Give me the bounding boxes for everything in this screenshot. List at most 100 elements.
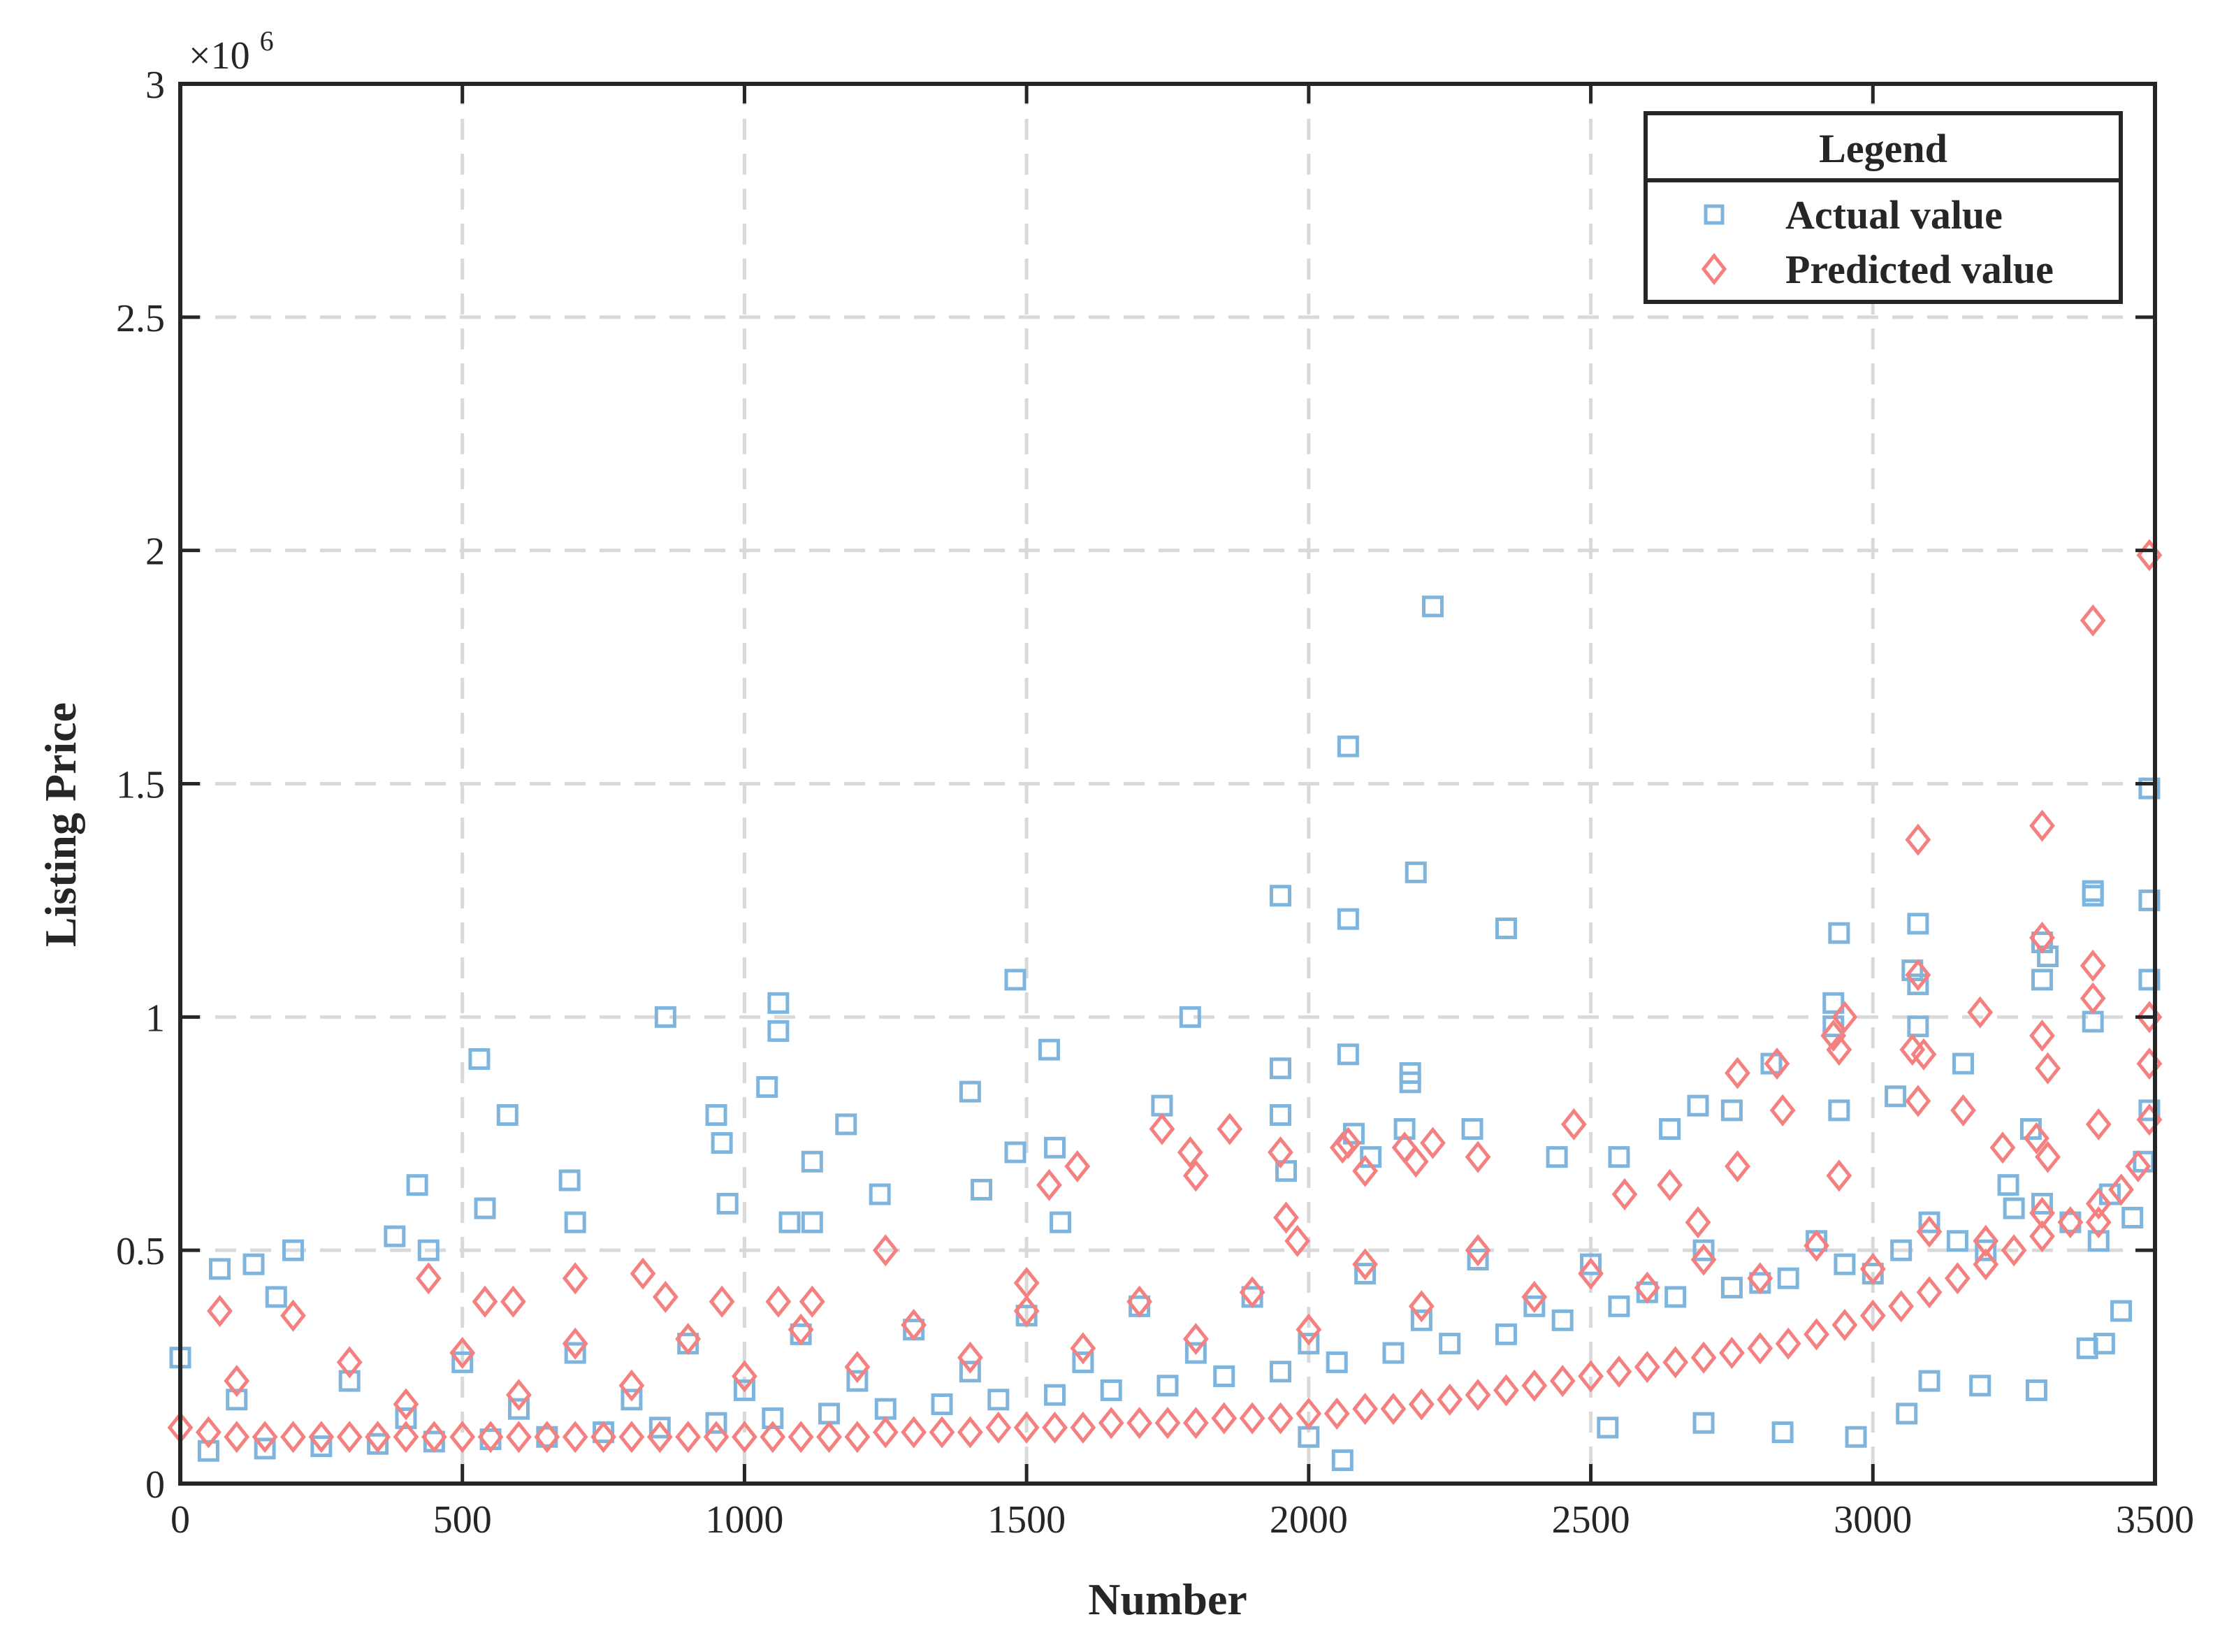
y-tick-label: 1 (145, 997, 165, 1040)
actual-value-point (1720, 1277, 1743, 1299)
actual-value-point (1410, 1309, 1432, 1331)
predicted-value-point (1989, 1131, 2016, 1164)
predicted-value-point (449, 1421, 476, 1454)
actual-value-point (1337, 908, 1359, 930)
predicted-value-point (500, 1285, 526, 1318)
predicted-value-point (1549, 1365, 1576, 1398)
actual-value-point (310, 1435, 333, 1458)
actual-value-point (564, 1342, 586, 1364)
predicted-value-point (1719, 1337, 1745, 1370)
predicted-value-point (872, 1416, 899, 1449)
actual-value-point (1439, 1333, 1461, 1355)
predicted-value-point (562, 1327, 588, 1360)
predicted-value-point (415, 1262, 442, 1295)
predicted-value-point (1070, 1411, 1096, 1444)
actual-value-point (1659, 1118, 1681, 1140)
legend-actual-label: Actual value (1785, 192, 2003, 238)
actual-value-point (931, 1393, 953, 1415)
actual-value-point (762, 1407, 784, 1430)
actual-value-point (1608, 1146, 1630, 1168)
predicted-value-point (1725, 1057, 1750, 1089)
predicted-value-point (901, 1308, 927, 1341)
x-tick-label: 0 (170, 1498, 190, 1542)
actual-value-point (338, 1370, 361, 1392)
predicted-value-point (646, 1421, 673, 1454)
predicted-value-point (1273, 1201, 1299, 1234)
actual-value-point (1907, 973, 1929, 996)
predicted-value-point (2029, 809, 2055, 842)
actual-value-point (2037, 945, 2059, 968)
actual-value-point (2031, 1192, 2054, 1215)
actual-value-point (1580, 1253, 1602, 1275)
actual-value-point (1828, 922, 1850, 944)
predicted-value-point (1217, 1113, 1243, 1145)
predicted-value-point (1905, 1085, 1931, 1117)
predicted-value-point (1973, 1248, 1999, 1281)
predicted-value-point (929, 1416, 955, 1449)
predicted-value-point (1634, 1351, 1660, 1384)
actual-value-point (496, 1104, 518, 1126)
predicted-value-point (1747, 1262, 1773, 1295)
predicted-value-point (2108, 1173, 2134, 1206)
actual-value-point (801, 1211, 823, 1233)
predicted-value-point (1578, 1360, 1604, 1393)
predicted-value-point (872, 1234, 899, 1267)
predicted-value-point (816, 1421, 842, 1454)
y-tick-label: 0.5 (116, 1230, 165, 1273)
actual-value-point (801, 1150, 823, 1173)
predicted-value-point (675, 1421, 702, 1454)
predicted-value-point (1905, 959, 1931, 992)
actual-value-point (1050, 1211, 1072, 1233)
predicted-value-point (393, 1421, 419, 1454)
x-tick-label: 1000 (705, 1498, 783, 1542)
actual-value-point (1597, 1416, 1619, 1439)
predicted-value-point (1769, 1094, 1796, 1126)
actual-value-point (1907, 913, 1929, 935)
predicted-value-point (844, 1421, 871, 1454)
predicted-value-point (1154, 1407, 1181, 1440)
predicted-value-point (703, 1421, 730, 1454)
actual-value-point (1467, 1249, 1489, 1271)
predicted-value-point (1352, 1154, 1379, 1187)
actual-value-point (265, 1286, 287, 1308)
actual-value-point (1004, 969, 1026, 991)
actual-value-point (254, 1437, 276, 1460)
predicted-value-point (1352, 1248, 1379, 1281)
grid-lines (180, 84, 2155, 1484)
x-tick-label: 2000 (1270, 1498, 1348, 1542)
actual-value-point (1946, 1230, 1968, 1252)
actual-value-point (367, 1433, 389, 1455)
predicted-value-point (957, 1341, 983, 1374)
actual-value-point (959, 1080, 981, 1103)
actual-value-point (1845, 1426, 1867, 1448)
actual-value-point (1461, 1118, 1483, 1140)
actual-value-point (2138, 777, 2161, 799)
y-axis-label: Listing Price (36, 702, 85, 947)
actual-value-point (959, 1361, 981, 1383)
predicted-value-point (1662, 1346, 1689, 1379)
actual-value-point (1405, 861, 1427, 883)
actual-value-point (654, 1006, 676, 1028)
actual-value-point (1523, 1295, 1546, 1317)
actual-value-point (971, 1178, 993, 1201)
predicted-value-point (1042, 1411, 1068, 1444)
actual-value-point (705, 1412, 727, 1434)
actual-value-point (558, 1169, 581, 1191)
predicted-value-point (1182, 1407, 1209, 1440)
predicted-value-point (1335, 1126, 1361, 1159)
predicted-value-point (2080, 949, 2106, 982)
legend-actual-marker (1704, 204, 1725, 225)
predicted-value-point (2080, 982, 2106, 1015)
actual-value-point (1918, 1211, 1940, 1233)
predicted-value-point (1465, 1379, 1491, 1412)
actual-value-point (1072, 1351, 1094, 1373)
predicted-value-point (2035, 1140, 2061, 1173)
predicted-value-point (1685, 1206, 1711, 1239)
actual-value-point (1834, 1253, 1856, 1275)
predicted-value-point (365, 1421, 391, 1454)
actual-value-point (767, 1020, 790, 1042)
legend-title: Legend (1819, 126, 1947, 171)
predicted-value-point (1578, 1257, 1604, 1290)
x-tick-label: 1500 (987, 1498, 1066, 1542)
actual-value-point (1907, 1015, 1929, 1038)
